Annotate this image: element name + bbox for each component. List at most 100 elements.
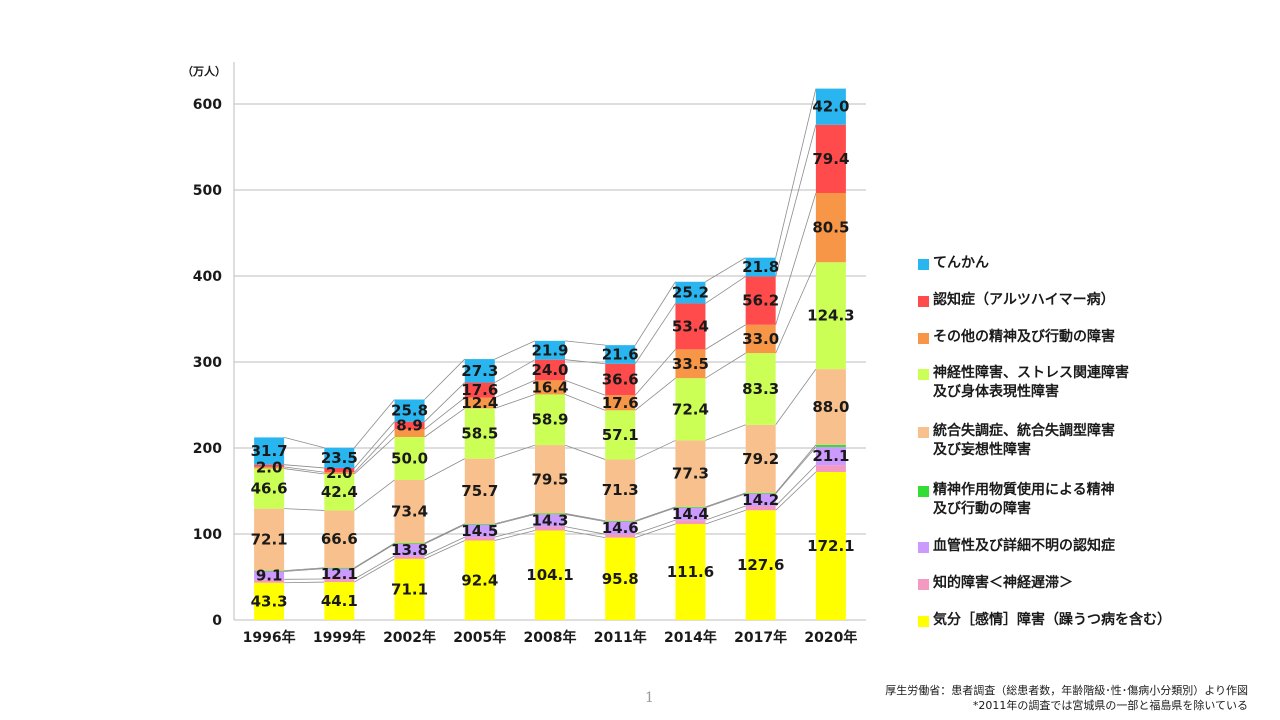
connector-line — [354, 421, 395, 469]
data-label: 104.1 — [526, 566, 573, 584]
bar-segment — [675, 378, 706, 441]
connector-line — [635, 523, 676, 538]
bar-segment — [535, 530, 565, 620]
connector-line — [424, 524, 465, 545]
connector-line — [424, 408, 466, 438]
bar-segment — [605, 537, 636, 620]
x-tick-label: 1996年 — [243, 629, 296, 646]
bar-segment — [394, 479, 425, 544]
connector-line — [634, 281, 676, 346]
page-number: 1 — [645, 690, 654, 706]
bar-segment — [394, 436, 425, 480]
legend-label: 統合失調症、統合失調型障害 及び妄想性障害 — [933, 423, 1115, 458]
bar-segment — [254, 571, 285, 580]
connector-line — [635, 507, 676, 522]
bar-segment — [464, 540, 495, 620]
data-label: 17.6 — [602, 394, 639, 412]
data-label: 57.1 — [602, 426, 639, 444]
bar-segment — [815, 262, 846, 370]
connector-line — [564, 530, 606, 539]
bar-segment — [605, 345, 636, 364]
bar-segment — [324, 582, 355, 620]
data-label: 43.3 — [251, 592, 288, 610]
bar-segment — [605, 363, 636, 396]
bar-segment — [815, 446, 846, 466]
connector-line — [705, 492, 746, 508]
bar-segment — [675, 303, 706, 350]
bar-segment — [535, 513, 565, 515]
legend-label: てんかん — [933, 255, 989, 271]
data-label: 72.4 — [672, 400, 709, 418]
data-label: 14.5 — [461, 522, 498, 540]
data-label: 31.7 — [251, 442, 288, 460]
x-tick-label: 2005年 — [453, 629, 506, 646]
bar-segment — [535, 340, 565, 360]
data-label: 13.8 — [391, 541, 428, 559]
bar-segment — [815, 193, 846, 263]
connector-line — [564, 359, 606, 365]
connector-line — [494, 340, 536, 360]
connector-line — [354, 555, 395, 580]
connector-line — [564, 340, 606, 346]
y-tick-label: 100 — [193, 527, 222, 543]
bar-segment — [745, 505, 776, 511]
bar-segment — [464, 382, 495, 398]
data-label: 12.4 — [461, 394, 498, 412]
y-axis-unit-label: （万人） — [182, 64, 226, 78]
bar-segment — [815, 124, 846, 194]
data-label: 33.5 — [672, 355, 709, 373]
bar-segment — [745, 424, 776, 493]
legend-swatch — [918, 296, 929, 307]
connector-line — [775, 471, 817, 511]
bar-segment — [254, 468, 285, 509]
footnote-line: *2011年の調査では宮城県の一部と福島県を除いている — [972, 699, 1248, 712]
bar-segment — [815, 369, 846, 445]
connector-line — [564, 526, 606, 535]
data-label: 12.1 — [321, 565, 358, 583]
bar-segment — [535, 526, 565, 531]
legend-swatch — [918, 427, 929, 438]
connector-line — [354, 436, 395, 475]
x-tick-label: 2020年 — [804, 629, 857, 646]
bar-segment — [675, 349, 706, 379]
bar-segment — [605, 410, 636, 460]
y-tick-label: 500 — [193, 183, 222, 199]
data-label: 46.6 — [251, 480, 288, 498]
connector-line — [564, 513, 606, 523]
connector-line — [284, 567, 325, 572]
connector-line — [354, 479, 395, 511]
y-tick-label: 200 — [193, 441, 222, 457]
bar-segment — [394, 543, 425, 544]
connector-line — [705, 276, 746, 304]
bar-segment — [605, 520, 636, 522]
connector-line — [775, 464, 817, 507]
bar-segment — [535, 394, 565, 446]
connector-line — [494, 530, 536, 541]
y-tick-label: 600 — [193, 97, 222, 113]
x-tick-label: 2011年 — [594, 629, 647, 646]
data-label: 21.8 — [742, 258, 779, 276]
bar-segment — [464, 359, 495, 383]
bar-segment — [394, 421, 425, 430]
legend-label: 知的障害＜神経遅滞＞ — [933, 575, 1073, 591]
bar-segment — [324, 568, 355, 579]
data-label: 14.2 — [742, 491, 779, 509]
legend-item: 統合失調症、統合失調型障害 及び妄想性障害 — [918, 422, 1115, 460]
connector-line — [775, 262, 817, 354]
legend-label: 神経性障害、ストレス関連障害 及び身体表現性障害 — [933, 365, 1129, 400]
y-tick-label: 0 — [212, 613, 222, 629]
bar-segment — [464, 524, 495, 538]
data-label: 24.0 — [531, 361, 568, 379]
legend-swatch — [918, 259, 929, 270]
connector-line — [564, 513, 606, 522]
series-connector-lines — [284, 88, 817, 584]
connector-line — [284, 508, 325, 511]
data-label: 27.3 — [461, 362, 498, 380]
connector-line — [284, 568, 325, 572]
legend-swatch — [918, 616, 929, 627]
bar-segment — [394, 558, 425, 620]
data-label: 9.1 — [256, 566, 283, 584]
connector-line — [705, 509, 746, 525]
bar-segment — [605, 534, 636, 538]
